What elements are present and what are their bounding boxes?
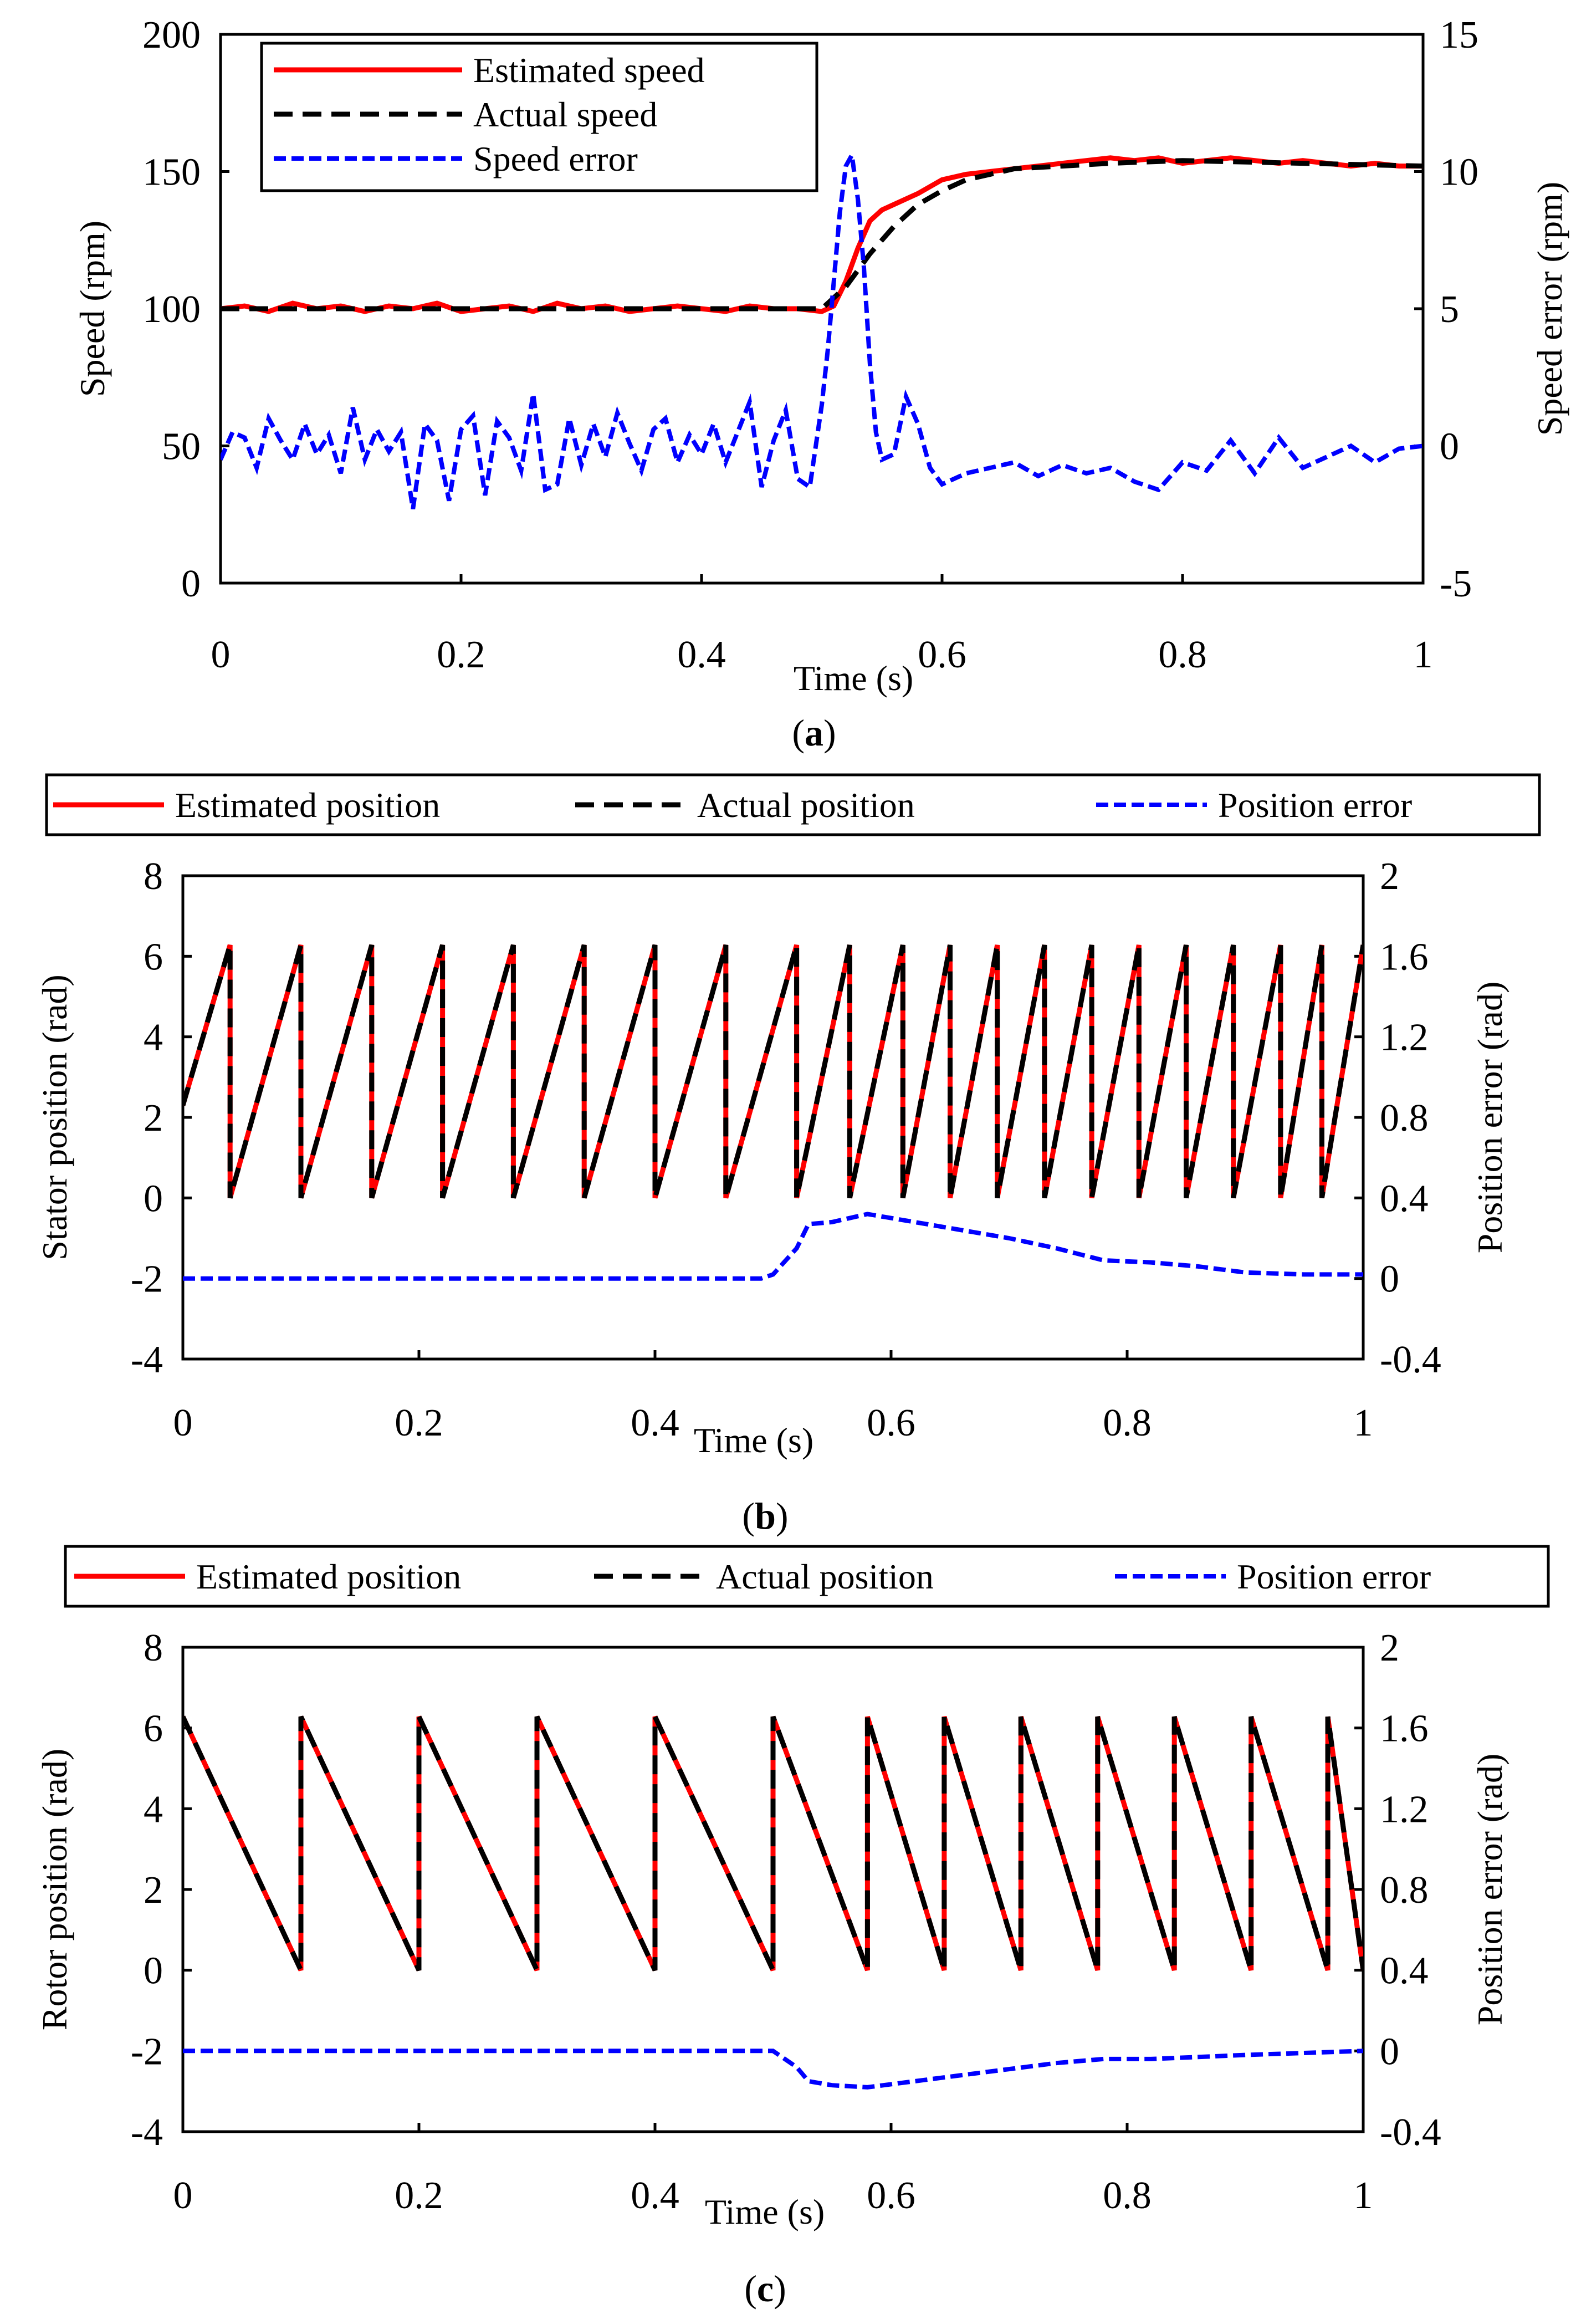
y-tick-label: 2 [144,1097,163,1140]
series-line-actual-speed [221,158,1423,311]
series-line-actual-position [183,1715,1363,1971]
y2-tick-label: 2 [1380,1627,1399,1669]
y-tick-label: -4 [131,1339,163,1381]
x-tick-label: 1 [1354,1402,1373,1444]
legend-label: Estimated position [175,785,440,825]
legend-label: Position error [1237,1557,1431,1596]
legend-label: Estimated position [196,1557,461,1596]
x-tick-label: 0.8 [1158,634,1207,676]
legend-label: Speed error [473,139,638,178]
y2-tick-label: 1.6 [1380,936,1429,978]
chart-panel-c: 0 0.2 0.4 0.6 0.8 1 -4 -2 0 2 4 6 8 -0.4 0 0.4 0.8 1.2 1.6… [35,1545,1550,2310]
x-tick-label: 0.6 [867,2174,915,2217]
y2-axis-label: Speed error (rpm) [1530,182,1569,436]
x-tick-label: 0.4 [631,2174,679,2217]
y-axis-label: Stator position (rad) [35,974,74,1260]
plot-area [183,944,1363,1281]
series-line-position-error [183,1212,1363,1281]
series-line-speed-error [221,148,1423,510]
x-tick-label: 0.8 [1103,2174,1152,2217]
y2-tick-label: 0 [1440,426,1459,468]
x-tick-label: 0.8 [1103,1402,1152,1444]
x-tick-label: 0.4 [631,1402,679,1444]
x-tick-label: 0 [173,1402,193,1444]
y2-tick-label: 10 [1440,151,1478,194]
y-tick-label: -2 [131,1258,163,1301]
y2-tick-label: 2 [1380,855,1399,898]
legend-label: Estimated speed [473,50,705,90]
legend-label: Actual position [697,785,915,825]
legend-label: Actual position [716,1557,934,1596]
y-tick-label: 0 [144,1177,163,1220]
y-tick-label: 2 [144,1869,163,1912]
y2-tick-label: 15 [1440,14,1478,57]
y-tick-label: 6 [144,1708,163,1750]
y2-tick-label: 0.4 [1380,1177,1429,1220]
y-tick-label: 50 [162,426,201,468]
y2-tick-label: -5 [1440,563,1472,605]
x-tick-label: 0 [173,2174,193,2217]
y2-tick-label: 5 [1440,288,1459,331]
legend-box [64,1545,1550,1608]
panel-caption: (a) [792,712,836,754]
x-tick-label: 0.2 [437,634,485,676]
y-tick-label: 4 [144,1017,163,1059]
y2-tick-label: 1.6 [1380,1708,1429,1750]
y2-axis-label: Position error (rad) [1470,982,1510,1254]
y-tick-label: -2 [131,2030,163,2073]
panel-caption: (c) [744,2267,786,2310]
y2-tick-label: 0 [1380,1258,1399,1301]
x-tick-label: 0.6 [918,634,966,676]
panel-caption: (b) [742,1495,788,1537]
y-tick-label: 4 [144,1788,163,1831]
y-tick-label: 8 [144,855,163,898]
series-line-estimated-position [183,944,1363,1199]
plot-area [183,1715,1363,2090]
y2-tick-label: 1.2 [1380,1788,1429,1831]
x-axis-label: Time (s) [794,658,913,698]
y-axis-label: Rotor position (rad) [35,1749,74,2030]
plot-area [221,148,1423,510]
x-tick-label: 0.6 [867,1402,915,1444]
y2-tick-label: 0 [1380,2030,1399,2073]
y-tick-label: 8 [144,1627,163,1669]
y2-axis-label: Position error (rad) [1470,1754,1510,2026]
legend-label: Actual speed [473,95,657,134]
y-tick-label: 200 [142,14,201,57]
y-tick-label: 100 [142,288,201,331]
series-line-position-error [183,2049,1363,2090]
chart-panel-b: 0 0.2 0.4 0.6 0.8 1 -4 -2 0 2 4 6 8 -0.4 0 0.4 0.8 1.2 1.6… [35,773,1541,1537]
x-tick-label: 1 [1354,2174,1373,2217]
x-tick-label: 0.2 [395,2174,443,2217]
y-tick-label: 150 [142,151,201,194]
y2-tick-label: 1.2 [1380,1017,1429,1059]
y2-tick-label: -0.4 [1380,2111,1441,2154]
y-tick-label: 0 [144,1950,163,1993]
y-tick-label: -4 [131,2111,163,2154]
y2-tick-label: 0.8 [1380,1869,1429,1912]
x-axis-label: Time (s) [705,2192,825,2231]
x-tick-label: 1 [1414,634,1433,676]
x-tick-label: 0.4 [677,634,726,676]
x-tick-label: 0 [211,634,231,676]
legend-label: Position error [1218,785,1412,825]
y-tick-label: 6 [144,936,163,978]
y-tick-label: 0 [181,563,201,605]
legend-box [45,773,1541,836]
y2-tick-label: -0.4 [1380,1339,1441,1381]
y2-tick-label: 0.4 [1380,1950,1429,1993]
x-axis-label: Time (s) [694,1421,813,1460]
y2-tick-label: 0.8 [1380,1097,1429,1140]
y-axis-label: Speed (rpm) [73,221,112,397]
x-tick-label: 0.2 [395,1402,443,1444]
